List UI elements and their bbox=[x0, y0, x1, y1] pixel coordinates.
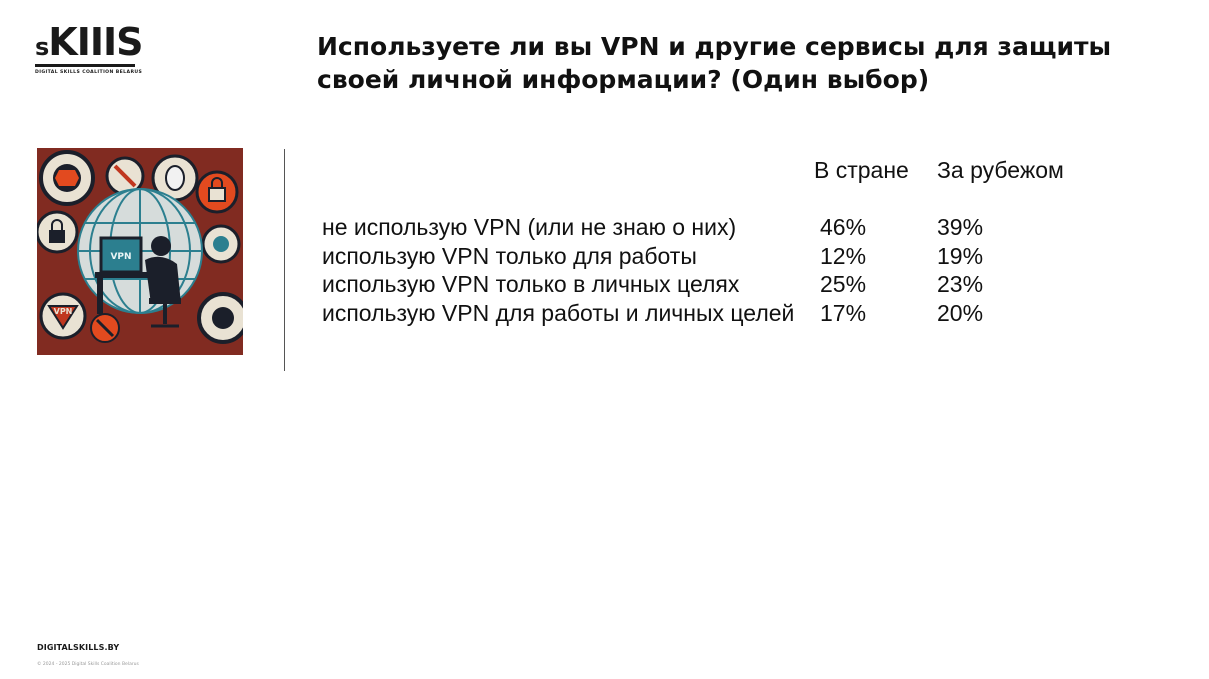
row-value-domestic: 12% bbox=[820, 243, 867, 269]
logo-tagline: DIGITAL SKILLS COALITION BELARUS bbox=[35, 70, 143, 75]
footer-site-link[interactable]: DIGITALSKILLS.BY bbox=[37, 643, 120, 652]
row-label: использую VPN для работы и личных целей bbox=[322, 300, 795, 326]
row-value-abroad: 19% bbox=[937, 243, 984, 269]
vpn-illustration: VPN VPN bbox=[35, 148, 249, 355]
row-value-abroad: 23% bbox=[937, 271, 984, 297]
footer-copyright: © 2024 - 2025 Digital Skills Coalition B… bbox=[37, 662, 139, 667]
row-value-domestic: 25% bbox=[820, 271, 867, 297]
badge-vpn-label: VPN bbox=[54, 307, 73, 316]
logo-wordmark: sKIIIS bbox=[35, 20, 144, 67]
table-row: использую VPN только в личных целях 25% … bbox=[322, 270, 1082, 299]
table-row: использую VPN для работы и личных целей … bbox=[322, 299, 1082, 328]
column-header-domestic: В стране bbox=[814, 157, 909, 183]
column-header-abroad: За рубежом bbox=[937, 157, 1064, 183]
row-value-domestic: 17% bbox=[820, 300, 867, 326]
vpn-illustration-image: VPN VPN bbox=[35, 148, 249, 355]
row-value-domestic: 46% bbox=[820, 214, 867, 240]
slide-title: Используете ли вы VPN и другие сервисы д… bbox=[317, 32, 1112, 94]
row-label: использую VPN только для работы bbox=[322, 243, 697, 269]
table-row: использую VPN только для работы 12% 19% bbox=[322, 242, 1082, 271]
logo: sKIIIS DIGITAL SKILLS COALITION BELARUS bbox=[35, 22, 144, 78]
vertical-divider bbox=[284, 149, 285, 371]
row-label: не использую VPN (или не знаю о них) bbox=[322, 214, 737, 240]
row-label: использую VPN только в личных целях bbox=[322, 271, 740, 297]
logo-wordmark-big: KIIIS bbox=[48, 20, 143, 64]
logo-underline bbox=[35, 64, 135, 67]
row-value-abroad: 20% bbox=[937, 300, 984, 326]
row-value-abroad: 39% bbox=[937, 214, 984, 240]
logo-wordmark-small: s bbox=[35, 33, 49, 61]
table-row: не использую VPN (или не знаю о них) 46%… bbox=[322, 213, 1082, 242]
screen-vpn-label: VPN bbox=[110, 252, 131, 262]
